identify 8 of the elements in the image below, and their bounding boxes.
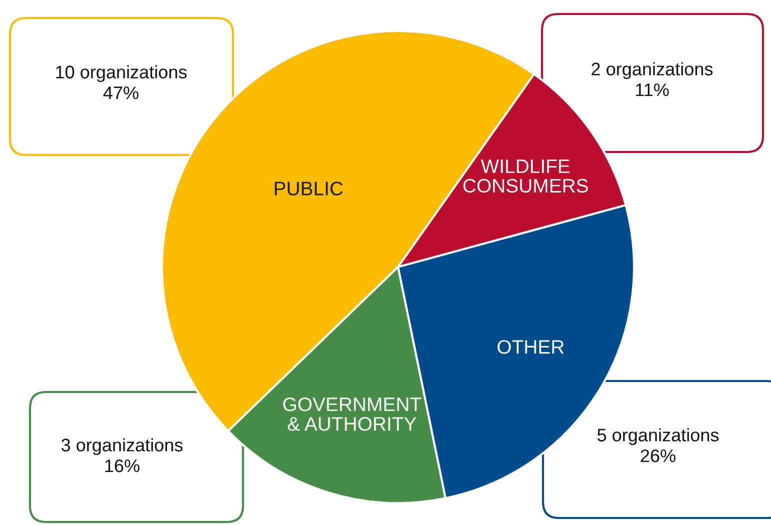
slice-label: OTHER: [498, 340, 564, 354]
data-label: 2 organizations 11%: [592, 62, 713, 96]
slice-label: PUBLIC: [274, 182, 343, 196]
slice-label: GOVERNMENT & AUTHORITY: [283, 397, 422, 431]
slice-label: WILDLIFE CONSUMERS: [463, 160, 588, 193]
data-label: 5 organizations 26%: [598, 428, 719, 462]
data-label: 3 organizations 16%: [61, 438, 183, 472]
data-label: 10 organizations 47%: [56, 65, 187, 100]
